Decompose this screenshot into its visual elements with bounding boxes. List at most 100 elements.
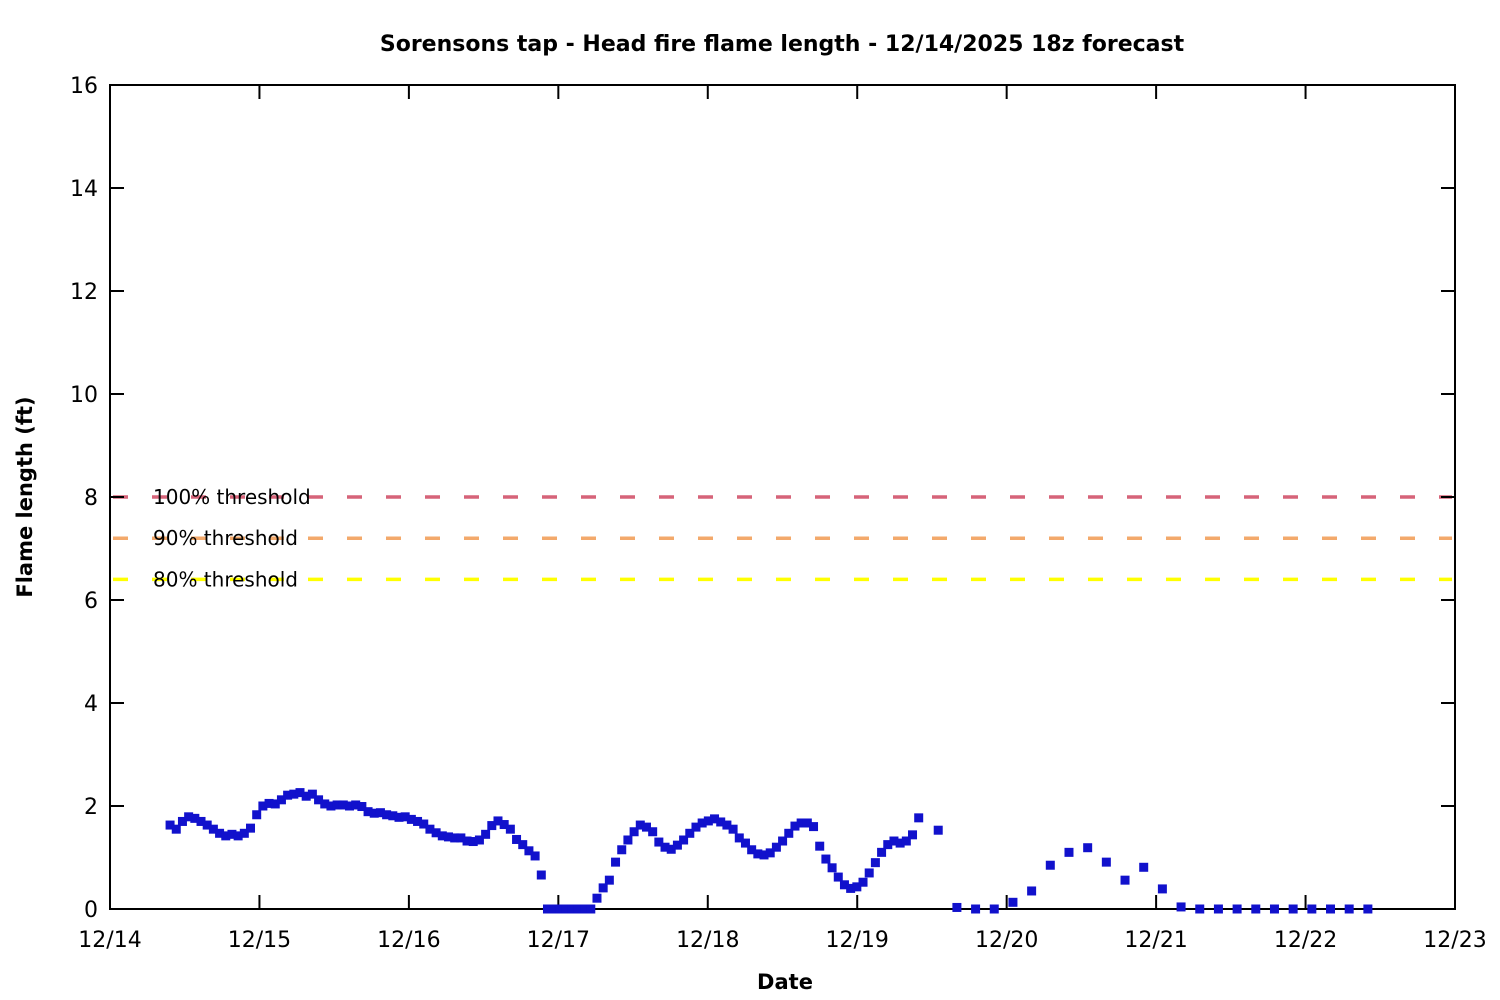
data-point <box>171 824 181 834</box>
data-point <box>555 904 565 914</box>
data-point <box>1251 904 1261 914</box>
data-point <box>208 824 218 834</box>
data-point <box>289 789 299 799</box>
data-point <box>908 830 918 840</box>
y-axis-title: Flame length (ft) <box>13 396 37 597</box>
data-point <box>474 835 484 845</box>
data-point <box>839 880 849 890</box>
data-point <box>320 799 330 809</box>
data-point <box>1344 904 1354 914</box>
data-point <box>1045 860 1055 870</box>
data-point <box>790 821 800 831</box>
data-point <box>1213 904 1223 914</box>
data-point <box>295 788 305 798</box>
data-point <box>740 838 750 848</box>
x-tick-label: 12/23 <box>1423 928 1486 953</box>
x-tick-label: 12/15 <box>228 928 291 953</box>
data-point <box>852 882 862 892</box>
data-point <box>196 816 206 826</box>
data-point <box>778 836 788 846</box>
data-point <box>691 822 701 832</box>
data-point <box>703 816 713 826</box>
data-point <box>239 828 249 838</box>
plot-frame: 12/14 12/15 12/16 12/17 12/18 12/19 12/20 12/21… <box>70 74 1487 953</box>
data-point <box>431 828 441 838</box>
data-point <box>685 828 695 838</box>
data-point <box>394 812 404 822</box>
data-point <box>344 801 354 811</box>
data-point <box>258 801 268 811</box>
data-point <box>623 835 633 845</box>
x-tick-label: 12/22 <box>1274 928 1337 953</box>
data-point <box>351 800 361 810</box>
data-point <box>802 818 812 828</box>
data-point <box>184 812 194 822</box>
data-point <box>425 824 435 834</box>
data-point <box>722 820 732 830</box>
data-point <box>530 851 540 861</box>
y-tick-label: 0 <box>84 898 98 923</box>
y-tick-label: 16 <box>70 74 98 99</box>
data-point <box>512 834 522 844</box>
data-point <box>771 842 781 852</box>
data-point <box>246 823 256 833</box>
data-point <box>697 818 707 828</box>
data-point <box>679 835 689 845</box>
threshold-label-90: 90% threshold <box>153 526 298 550</box>
data-point <box>518 840 528 850</box>
x-tick-label: 12/18 <box>676 928 739 953</box>
data-point <box>1101 857 1111 867</box>
data-point <box>388 811 398 821</box>
data-point <box>481 829 491 839</box>
x-tick-label: 12/20 <box>975 928 1038 953</box>
data-point <box>933 825 943 835</box>
data-point <box>654 837 664 847</box>
data-point <box>301 791 311 801</box>
data-points <box>165 788 1373 914</box>
data-point <box>1176 902 1186 912</box>
data-point <box>462 836 472 846</box>
data-point <box>524 846 534 856</box>
data-point <box>592 893 602 903</box>
data-point <box>821 854 831 864</box>
data-point <box>914 813 924 823</box>
threshold-lines: 100% threshold 90% threshold 80% threshold <box>113 485 1452 591</box>
data-point <box>215 828 225 838</box>
data-point <box>499 820 509 830</box>
data-point <box>1083 843 1093 853</box>
y-tick-label: 2 <box>84 795 98 820</box>
data-point <box>314 795 324 805</box>
data-point <box>573 904 583 914</box>
data-point <box>753 849 763 859</box>
data-point <box>1139 862 1149 872</box>
data-point <box>1307 904 1317 914</box>
data-point <box>846 883 856 893</box>
data-point <box>456 833 466 843</box>
data-point <box>375 808 385 818</box>
data-point <box>710 814 720 824</box>
data-point <box>641 822 651 832</box>
data-point <box>190 813 200 823</box>
data-point <box>493 816 503 826</box>
data-point <box>1027 886 1037 896</box>
data-point <box>809 822 819 832</box>
data-point <box>468 837 478 847</box>
data-point <box>252 810 262 820</box>
data-point <box>338 800 348 810</box>
x-tick-label: 12/14 <box>78 928 141 953</box>
data-point <box>870 858 880 868</box>
data-point <box>629 827 639 837</box>
data-point <box>784 828 794 838</box>
data-point <box>382 810 392 820</box>
data-point <box>165 820 175 830</box>
data-point <box>759 850 769 860</box>
data-point <box>889 836 899 846</box>
data-point <box>450 833 460 843</box>
data-point <box>617 845 627 855</box>
data-point <box>648 827 658 837</box>
data-point <box>227 829 237 839</box>
threshold-label-100: 100% threshold <box>153 485 311 509</box>
data-point <box>1157 884 1167 894</box>
data-point <box>666 844 676 854</box>
